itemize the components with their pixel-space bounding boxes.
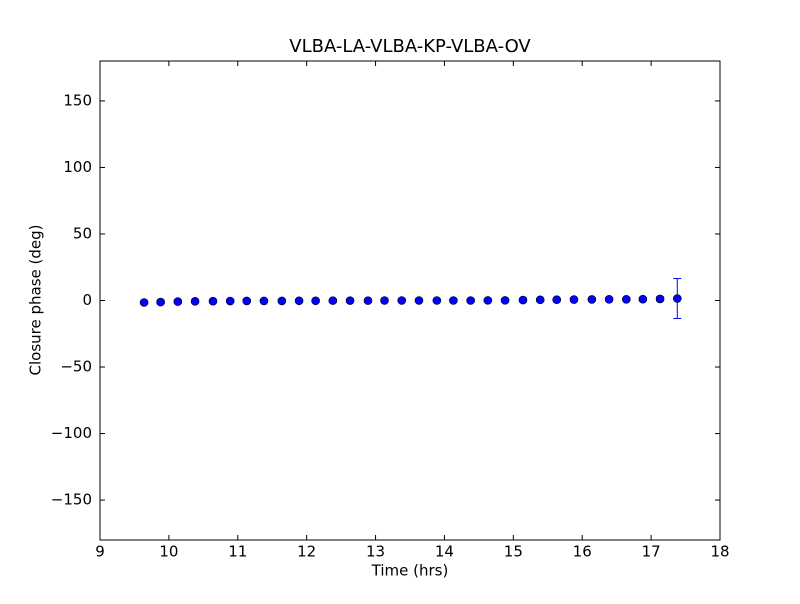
data-point xyxy=(569,295,579,304)
data-point xyxy=(277,296,287,306)
x-tick-label: 13 xyxy=(366,543,385,561)
data-point xyxy=(655,294,665,304)
data-point xyxy=(328,296,338,305)
y-tick-label: 0 xyxy=(82,291,92,309)
y-tick-label: −100 xyxy=(51,424,92,442)
x-tick-label: 12 xyxy=(297,543,316,561)
data-point xyxy=(294,296,304,306)
data-point xyxy=(552,295,562,305)
data-point xyxy=(363,296,373,305)
x-axis-label: Time (hrs) xyxy=(371,562,449,580)
data-point xyxy=(242,296,252,306)
data-point xyxy=(173,297,183,306)
data-point xyxy=(208,296,218,306)
data-point xyxy=(345,296,355,305)
x-tick-label: 11 xyxy=(228,543,247,561)
x-tick-label: 15 xyxy=(504,543,523,561)
y-axis-label: Closure phase (deg) xyxy=(27,225,45,376)
data-point xyxy=(259,296,269,306)
data-point xyxy=(414,296,424,305)
data-point xyxy=(638,294,648,304)
data-point xyxy=(518,295,528,305)
y-tick-label: −150 xyxy=(51,491,92,509)
data-point xyxy=(535,295,545,305)
data-point xyxy=(672,294,682,303)
data-point xyxy=(139,298,149,307)
x-tick-label: 16 xyxy=(573,543,592,561)
x-tick-label: 9 xyxy=(95,543,105,561)
x-tick-label: 17 xyxy=(642,543,661,561)
data-point xyxy=(397,296,407,305)
y-tick-label: 100 xyxy=(63,158,92,176)
y-tick-label: 150 xyxy=(63,91,92,109)
x-tick-label: 18 xyxy=(710,543,729,561)
data-point xyxy=(604,295,614,304)
data-point xyxy=(587,295,597,304)
y-tick-label: −50 xyxy=(60,358,92,376)
data-point xyxy=(225,296,235,306)
data-point xyxy=(190,296,200,306)
x-tick-label: 10 xyxy=(159,543,178,561)
data-point xyxy=(483,296,493,305)
data-point xyxy=(380,296,389,305)
y-tick-label: 50 xyxy=(73,224,92,242)
data-point xyxy=(466,296,475,305)
data-point xyxy=(449,296,458,305)
chart-title: VLBA-LA-VLBA-KP-VLBA-OV xyxy=(289,36,531,57)
data-point xyxy=(432,296,442,305)
x-tick-label: 14 xyxy=(435,543,454,561)
data-point xyxy=(622,295,631,304)
data-point xyxy=(156,297,165,307)
data-point xyxy=(311,296,320,306)
data-point xyxy=(500,296,510,305)
